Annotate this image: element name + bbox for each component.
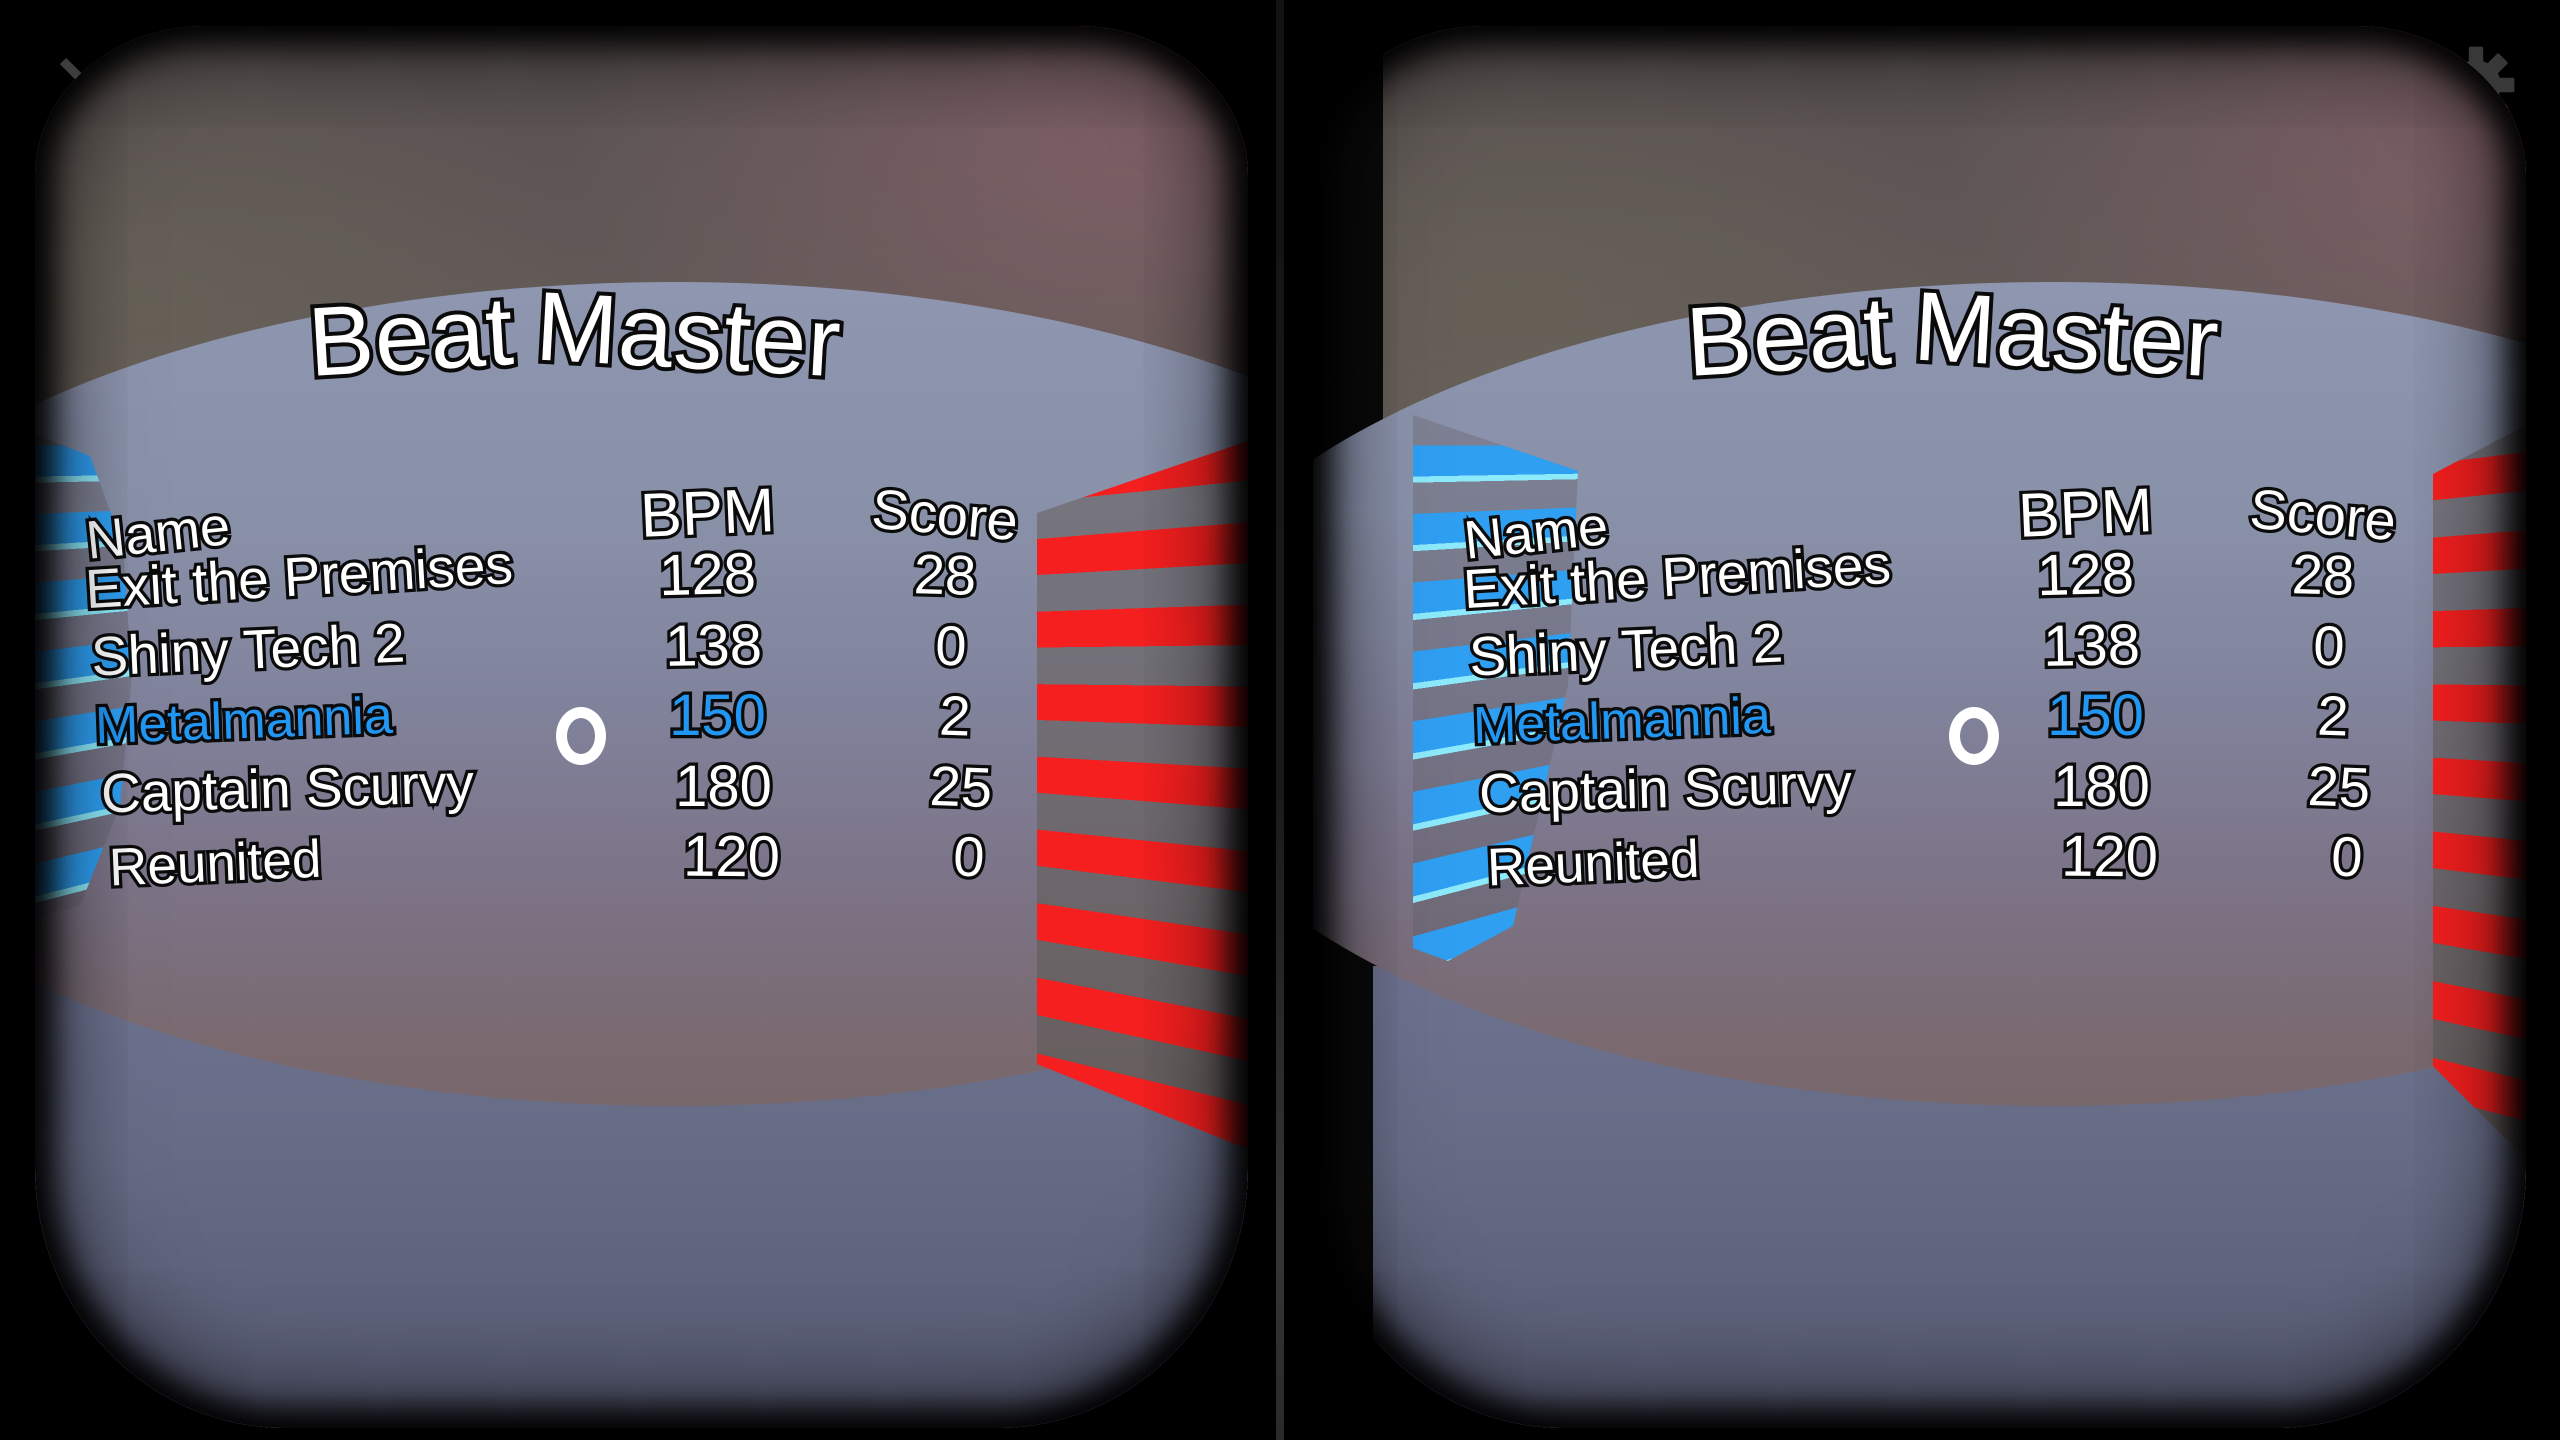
title-word: Beat: [1680, 271, 1900, 401]
left-eye-viewport: Beat Master Name BPM Score Exit the Premi…: [35, 26, 1248, 1428]
table-row[interactable]: Reunited 120 0: [1425, 820, 2425, 900]
song-name: Captain Scurvy: [1475, 748, 1856, 827]
song-score: 28: [2288, 539, 2358, 610]
table-row[interactable]: Reunited 120 0: [47, 820, 1047, 900]
song-bpm: 120: [2058, 820, 2162, 892]
song-name: Shiny Tech 2: [87, 608, 410, 691]
song-name: Metalmannia: [1469, 684, 1775, 759]
table-row[interactable]: Metalmannia 150 2: [1425, 680, 2425, 759]
song-name: Shiny Tech 2: [1465, 608, 1788, 691]
table-row[interactable]: Captain Scurvy 180 25: [1425, 748, 2425, 827]
song-score: 2: [935, 680, 975, 751]
song-name: Captain Scurvy: [97, 748, 478, 827]
red-stripe-wall: [2433, 411, 2526, 1186]
table-row[interactable]: Shiny Tech 2 138 0: [47, 608, 1047, 691]
title-word: Beat: [302, 271, 522, 401]
song-bpm: 180: [2050, 750, 2153, 822]
song-score: 28: [910, 539, 980, 610]
table-row[interactable]: Exit the Premises 128 28: [1425, 530, 2425, 624]
menu-hud: Beat Master Name BPM Score Exit the Premi…: [35, 26, 1248, 1428]
song-name: Reunited: [1483, 826, 1704, 900]
scene: Beat Master Name BPM Score Exit the Premi…: [35, 26, 1248, 1428]
song-bpm: 128: [655, 537, 760, 611]
table-row[interactable]: Exit the Premises 128 28: [47, 530, 1047, 624]
song-bpm: 150: [2044, 680, 2147, 752]
table-row[interactable]: Captain Scurvy 180 25: [47, 748, 1047, 827]
right-eye-viewport: Beat Master Name BPM Score Exit the Premi…: [1313, 26, 2526, 1428]
song-score: 0: [2309, 610, 2349, 681]
song-score: 0: [949, 821, 990, 892]
scene: Beat Master Name BPM Score Exit the Premi…: [1313, 26, 2526, 1428]
cardboard-divider: [1276, 0, 1284, 1440]
song-score: 25: [926, 750, 997, 822]
gaze-reticle: [1949, 707, 1999, 765]
song-score: 0: [931, 610, 971, 681]
song-score: 0: [2327, 821, 2368, 892]
title-word: Master: [529, 267, 848, 402]
song-score: 2: [2313, 680, 2353, 751]
title-word: Master: [1907, 267, 2226, 402]
page-title: Beat Master: [280, 267, 870, 402]
song-bpm: 180: [672, 750, 775, 822]
red-stripe-wall: [1037, 414, 1248, 1181]
table-row[interactable]: Shiny Tech 2 138 0: [1425, 608, 2425, 691]
gaze-reticle: [556, 707, 606, 765]
song-name: Metalmannia: [91, 684, 397, 759]
song-name: Reunited: [105, 826, 326, 900]
song-bpm: 138: [661, 608, 765, 681]
song-bpm: 128: [2033, 537, 2138, 611]
song-bpm: 120: [680, 820, 784, 892]
table-row[interactable]: Metalmannia 150 2: [47, 680, 1047, 759]
menu-hud: Beat Master Name BPM Score Exit the Premi…: [1413, 26, 2526, 1428]
song-score: 25: [2304, 750, 2375, 822]
page-title: Beat Master: [1658, 267, 2248, 402]
song-bpm: 150: [666, 680, 769, 752]
song-bpm: 138: [2039, 608, 2143, 681]
